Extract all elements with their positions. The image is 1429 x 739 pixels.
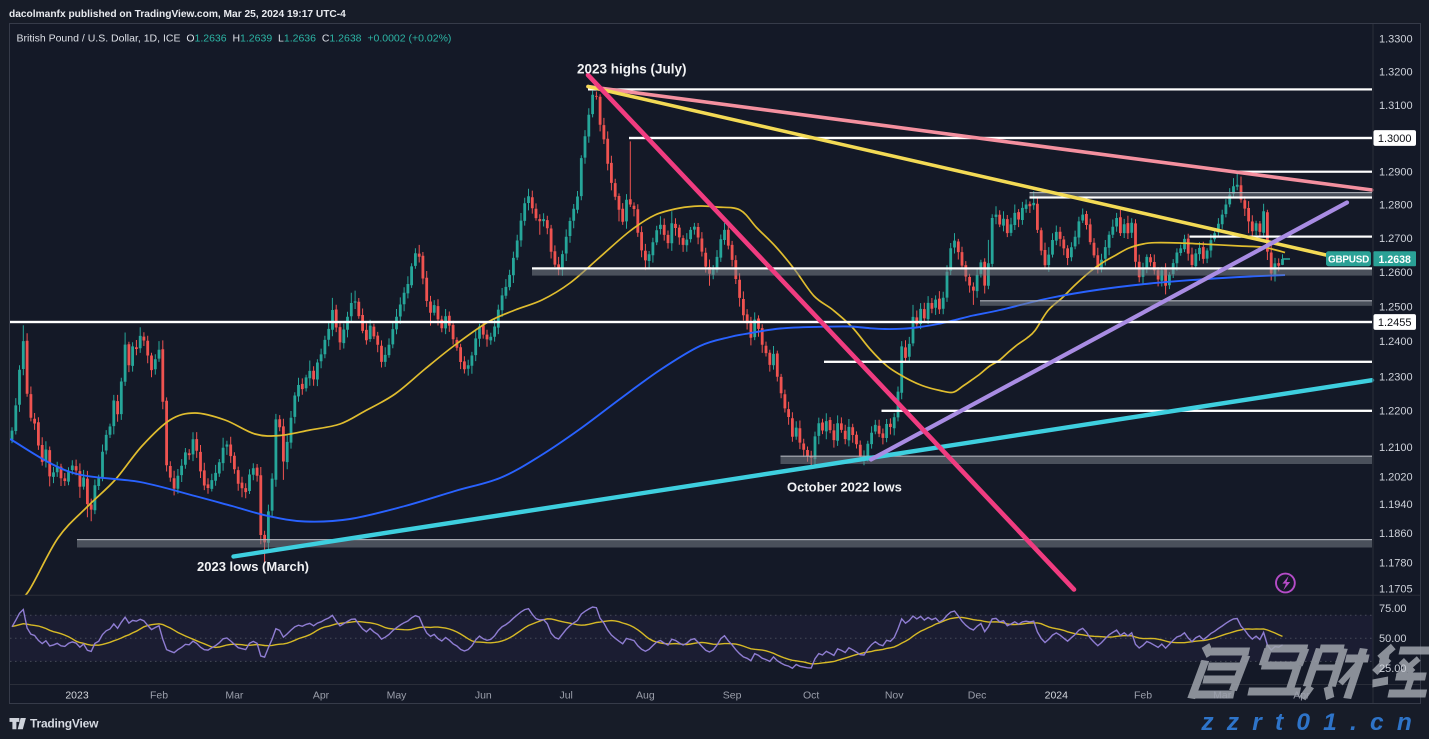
svg-text:1.2020: 1.2020	[1379, 471, 1413, 483]
svg-text:Feb: Feb	[1134, 690, 1152, 702]
svg-text:2023 highs (July): 2023 highs (July)	[577, 62, 687, 77]
svg-text:1.2100: 1.2100	[1379, 442, 1413, 454]
svg-text:1.2600: 1.2600	[1379, 267, 1413, 279]
svg-text:1.2400: 1.2400	[1379, 336, 1413, 348]
svg-text:50.00: 50.00	[1379, 633, 1407, 645]
svg-text:Jun: Jun	[475, 690, 492, 702]
svg-text:1.2900: 1.2900	[1379, 167, 1413, 179]
svg-text:May: May	[387, 690, 408, 702]
svg-text:1.2200: 1.2200	[1379, 405, 1413, 417]
svg-text:Oct: Oct	[803, 690, 819, 702]
svg-text:1.3100: 1.3100	[1379, 100, 1413, 112]
svg-text:Feb: Feb	[150, 690, 168, 702]
svg-text:1.2638: 1.2638	[1378, 254, 1411, 266]
svg-text:zzrt01.cn: zzrt01.cn	[1200, 709, 1425, 736]
svg-text:Dec: Dec	[968, 690, 987, 702]
svg-text:75.00: 75.00	[1379, 603, 1407, 615]
svg-text:GBPUSD: GBPUSD	[1328, 255, 1369, 266]
svg-text:1.1860: 1.1860	[1379, 528, 1413, 540]
svg-text:1.2300: 1.2300	[1379, 371, 1413, 383]
svg-text:TradingView: TradingView	[30, 717, 99, 731]
svg-text:1.1780: 1.1780	[1379, 558, 1413, 570]
svg-text:1.3000: 1.3000	[1378, 133, 1412, 145]
svg-text:October 2022 lows: October 2022 lows	[787, 480, 902, 495]
svg-text:1.1940: 1.1940	[1379, 499, 1413, 511]
svg-text:Aug: Aug	[636, 690, 655, 702]
svg-text:British Pound / U.S. Dollar, 1: British Pound / U.S. Dollar, 1D, ICE O1.…	[17, 33, 452, 45]
svg-text:2023 lows (March): 2023 lows (March)	[197, 559, 309, 574]
svg-text:1.2455: 1.2455	[1378, 317, 1412, 329]
svg-text:1.2500: 1.2500	[1379, 302, 1413, 314]
svg-text:Jul: Jul	[559, 690, 572, 702]
svg-text:dacolmanfx published on Tradin: dacolmanfx published on TradingView.com,…	[9, 9, 346, 20]
svg-text:25.00: 25.00	[1379, 663, 1407, 675]
svg-text:Mar: Mar	[1213, 690, 1232, 702]
svg-text:1.3300: 1.3300	[1379, 34, 1413, 46]
svg-text:Sep: Sep	[723, 690, 742, 702]
svg-text:1.2700: 1.2700	[1379, 233, 1413, 245]
svg-text:Nov: Nov	[885, 690, 904, 702]
svg-text:2023: 2023	[65, 690, 89, 702]
svg-text:1.3200: 1.3200	[1379, 67, 1413, 79]
svg-text:1.2800: 1.2800	[1379, 200, 1413, 212]
svg-text:Mar: Mar	[225, 690, 244, 702]
svg-text:Apr: Apr	[313, 690, 330, 702]
svg-text:1.1705: 1.1705	[1379, 584, 1413, 596]
svg-text:Apr: Apr	[1293, 690, 1310, 702]
svg-text:2024: 2024	[1045, 690, 1069, 702]
